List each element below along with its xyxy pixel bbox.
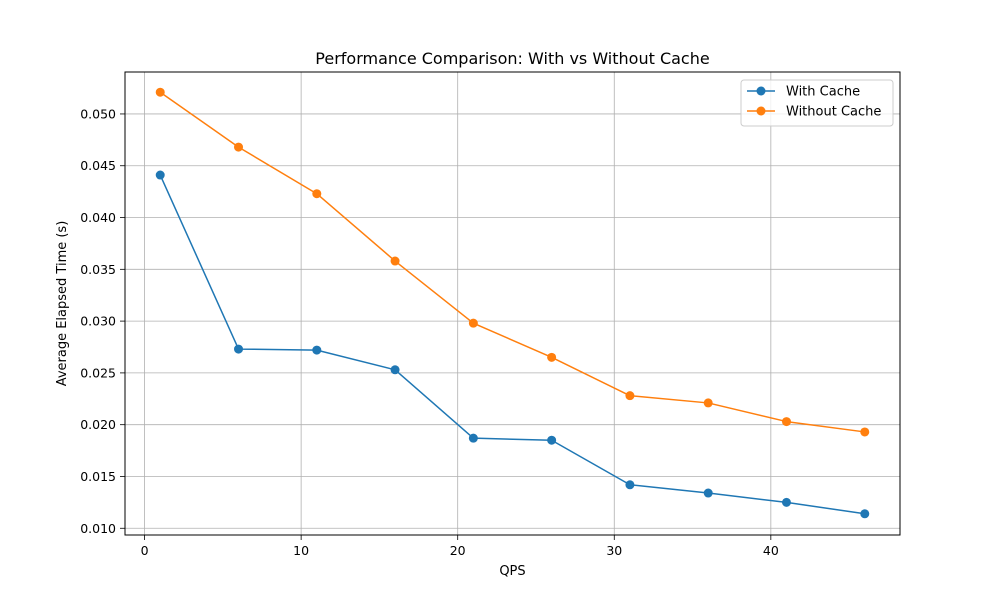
data-point-without-cache — [703, 398, 713, 408]
y-tick-label: 0.030 — [80, 314, 116, 329]
legend-item-with-cache: With Cache — [747, 85, 860, 100]
series-line-with-cache — [159, 174, 865, 515]
data-point-with-cache — [468, 433, 478, 443]
series-with-cache — [155, 170, 870, 519]
y-tick-label: 0.025 — [80, 365, 116, 380]
y-axis: 0.010 0.015 0.020 0.025 0.030 0.035 0.040 0.045… — [80, 106, 125, 536]
series-layer — [155, 87, 870, 519]
x-axis-label: QPS — [499, 564, 525, 579]
y-tick-label: 0.010 — [80, 521, 116, 536]
data-point-with-cache — [781, 497, 791, 507]
x-tick-label: 30 — [606, 543, 622, 558]
x-axis: 0 10 20 30 40 — [141, 535, 779, 558]
plot-area — [124, 71, 901, 536]
series-without-cache — [155, 87, 870, 437]
legend-marker — [756, 86, 766, 96]
legend: With Cache Without Cache — [740, 79, 894, 127]
data-point-with-cache — [703, 488, 713, 498]
data-point-with-cache — [860, 509, 870, 519]
data-point-without-cache — [468, 318, 478, 328]
y-tick-label: 0.020 — [80, 417, 116, 432]
y-tick-label: 0.050 — [80, 106, 116, 121]
data-point-without-cache — [155, 87, 165, 97]
x-tick-label: 0 — [141, 543, 149, 558]
series-line-without-cache — [159, 91, 865, 433]
y-tick-label: 0.035 — [80, 262, 116, 277]
legend-item-without-cache: Without Cache — [747, 105, 881, 120]
data-point-with-cache — [625, 480, 635, 490]
legend-marker — [756, 106, 766, 116]
data-point-without-cache — [312, 189, 322, 199]
grid — [125, 72, 900, 535]
x-tick-label: 40 — [763, 543, 779, 558]
y-axis-label: Average Elapsed Time (s) — [55, 221, 70, 387]
chart-title: Performance Comparison: With vs Without … — [315, 49, 709, 68]
plot-frame — [124, 71, 901, 536]
x-tick-label: 10 — [293, 543, 309, 558]
legend-box — [740, 79, 894, 127]
data-point-without-cache — [234, 142, 244, 152]
data-point-without-cache — [781, 417, 791, 427]
data-point-without-cache — [390, 256, 400, 266]
x-tick-label: 20 — [450, 543, 466, 558]
data-point-with-cache — [547, 435, 557, 445]
data-point-with-cache — [312, 345, 322, 355]
data-point-without-cache — [547, 352, 557, 362]
y-tick-label: 0.045 — [80, 158, 116, 173]
y-tick-label: 0.015 — [80, 469, 116, 484]
y-tick-label: 0.040 — [80, 210, 116, 225]
data-point-without-cache — [860, 427, 870, 437]
data-point-with-cache — [155, 170, 165, 180]
data-point-with-cache — [234, 344, 244, 354]
data-point-with-cache — [390, 365, 400, 375]
legend-label: With Cache — [786, 85, 860, 100]
data-point-without-cache — [625, 391, 635, 401]
legend-label: Without Cache — [786, 105, 881, 120]
plot-background — [125, 72, 900, 535]
